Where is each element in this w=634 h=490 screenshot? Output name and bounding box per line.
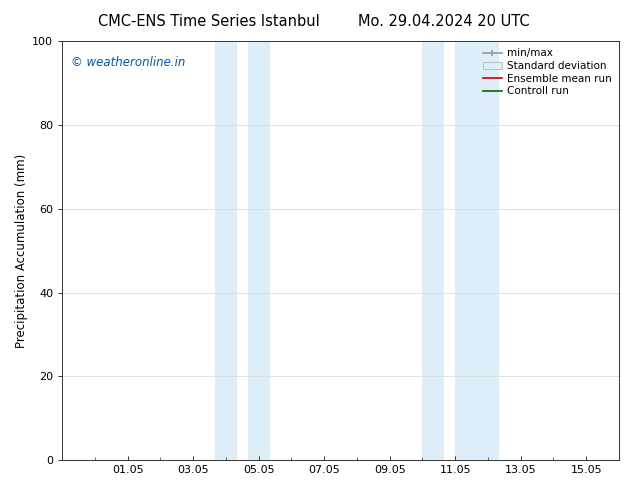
Legend: min/max, Standard deviation, Ensemble mean run, Controll run: min/max, Standard deviation, Ensemble me… — [481, 46, 614, 98]
Bar — [422, 41, 444, 460]
Bar — [455, 41, 499, 460]
Text: Mo. 29.04.2024 20 UTC: Mo. 29.04.2024 20 UTC — [358, 14, 529, 29]
Bar — [215, 41, 236, 460]
Bar — [248, 41, 269, 460]
Text: CMC-ENS Time Series Istanbul: CMC-ENS Time Series Istanbul — [98, 14, 320, 29]
Y-axis label: Precipitation Accumulation (mm): Precipitation Accumulation (mm) — [15, 153, 28, 348]
Text: © weatheronline.in: © weatheronline.in — [70, 56, 185, 69]
